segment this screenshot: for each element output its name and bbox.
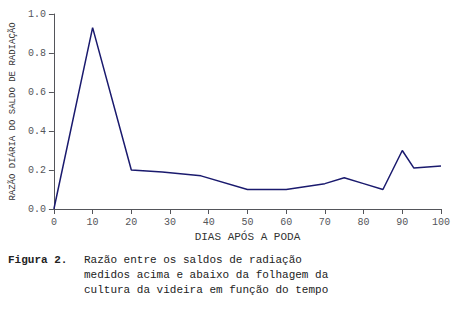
svg-text:100: 100	[432, 217, 450, 228]
svg-text:90: 90	[396, 217, 408, 228]
svg-text:40: 40	[203, 217, 215, 228]
svg-text:medidos acima e abaixo da folh: medidos acima e abaixo da folhagem da	[84, 269, 329, 281]
svg-text:DIAS APÓS A PODA: DIAS APÓS A PODA	[195, 230, 301, 243]
svg-text:70: 70	[319, 217, 331, 228]
svg-text:0.2: 0.2	[28, 165, 46, 176]
svg-text:0: 0	[51, 217, 57, 228]
svg-text:RAZÃO DIÁRIA DO SALDO DE RADIA: RAZÃO DIÁRIA DO SALDO DE RADIAÇÃO	[7, 22, 18, 200]
svg-text:1.0: 1.0	[28, 9, 46, 20]
svg-text:30: 30	[164, 217, 176, 228]
svg-text:0.0: 0.0	[28, 204, 46, 215]
svg-text:80: 80	[358, 217, 370, 228]
svg-text:Figura 2.: Figura 2.	[8, 254, 67, 266]
svg-text:0.4: 0.4	[28, 126, 46, 137]
svg-text:10: 10	[87, 217, 99, 228]
svg-text:Razão entre os saldos de radia: Razão entre os saldos de radiação	[84, 254, 302, 266]
svg-text:20: 20	[125, 217, 137, 228]
svg-text:0.6: 0.6	[28, 87, 46, 98]
svg-text:60: 60	[280, 217, 292, 228]
svg-text:50: 50	[241, 217, 253, 228]
svg-text:cultura da videira em função d: cultura da videira em função do tempo	[84, 284, 328, 296]
svg-text:0.8: 0.8	[28, 48, 46, 59]
